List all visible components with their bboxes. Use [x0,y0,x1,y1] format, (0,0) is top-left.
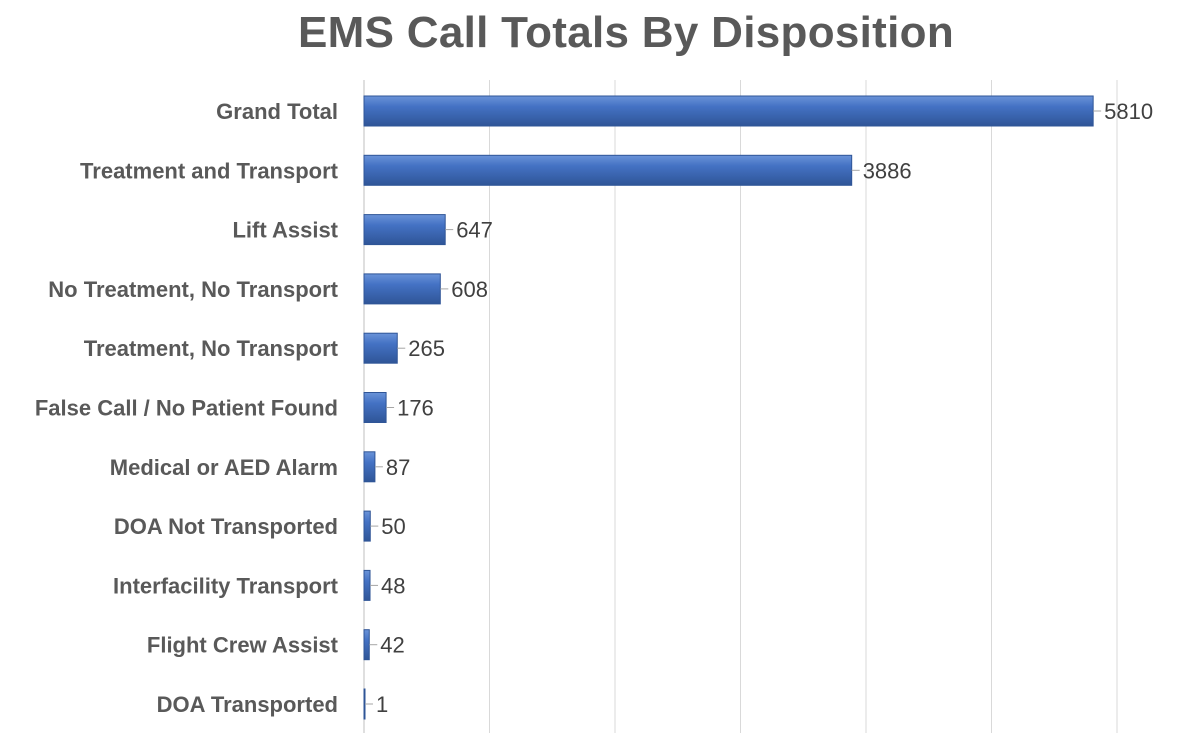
bar-1 [363,154,853,186]
category-label: DOA Transported [157,692,338,717]
bar-2 [363,214,446,246]
value-label: 48 [381,573,405,598]
bar-3 [363,273,441,305]
value-label: 176 [397,396,434,421]
category-label: Interfacility Transport [113,573,339,598]
bar-10 [363,688,366,720]
category-label: Treatment and Transport [80,158,339,183]
value-label: 42 [380,633,404,658]
value-label: 1 [376,692,388,717]
bar-7 [363,510,371,542]
category-label: No Treatment, No Transport [48,277,338,302]
category-label: Treatment, No Transport [84,336,339,361]
gridlines [363,80,1118,733]
bar-0 [363,95,1094,127]
value-label: 5810 [1104,99,1153,124]
bar-5 [363,392,387,423]
value-label: 265 [408,336,445,361]
category-label: Flight Crew Assist [147,633,339,658]
value-label: 3886 [863,158,912,183]
category-label: DOA Not Transported [114,514,338,539]
bar-6 [363,451,376,483]
category-label: Medical or AED Alarm [110,455,338,480]
category-label: False Call / No Patient Found [35,396,338,421]
bar-8 [363,569,371,601]
category-label: Grand Total [216,99,338,124]
chart-title: EMS Call Totals By Disposition [297,8,955,57]
value-label: 50 [381,514,405,539]
value-label: 608 [451,277,488,302]
bar-9 [363,629,370,661]
value-label: 87 [386,455,410,480]
category-label: Lift Assist [232,218,338,243]
bars [363,95,1094,720]
labels: Grand Total 5810 Treatment and Transport 38… [35,99,1153,717]
bar-4 [363,332,398,364]
value-label: 647 [456,218,493,243]
